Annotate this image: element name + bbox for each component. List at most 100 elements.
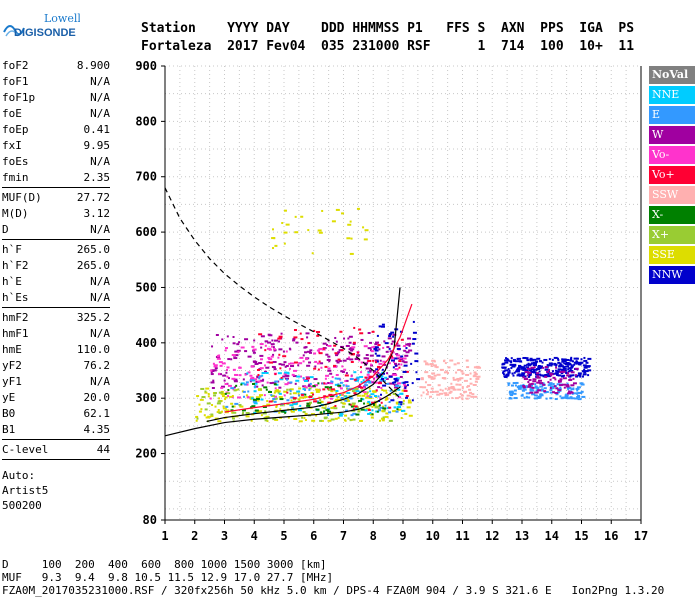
echo-mark xyxy=(224,392,227,395)
echo-mark xyxy=(402,409,406,412)
echo-mark xyxy=(402,383,406,386)
echo-mark xyxy=(366,357,369,360)
echo-mark xyxy=(300,338,304,341)
echo-mark xyxy=(369,395,373,398)
echo-mark xyxy=(510,357,513,360)
echo-mark xyxy=(255,396,260,399)
echo-mark xyxy=(398,408,402,411)
echo-mark xyxy=(435,366,439,369)
echo-mark xyxy=(205,387,210,390)
echo-mark xyxy=(368,387,371,390)
echo-mark xyxy=(269,382,273,385)
echo-mark xyxy=(540,394,544,397)
echo-mark xyxy=(353,392,357,395)
echo-mark xyxy=(331,220,336,223)
echo-mark xyxy=(423,360,427,363)
series-line xyxy=(164,187,401,399)
echo-mark xyxy=(547,364,551,367)
echo-mark xyxy=(559,370,563,373)
echo-mark xyxy=(567,392,572,395)
echo-mark xyxy=(374,349,379,352)
echo-mark xyxy=(385,391,388,394)
echo-mark xyxy=(242,390,246,393)
echo-mark xyxy=(533,369,536,372)
echo-mark xyxy=(534,362,537,365)
echo-mark xyxy=(381,368,384,371)
echo-mark xyxy=(570,366,574,369)
echo-mark xyxy=(291,373,295,376)
echo-mark xyxy=(352,418,356,421)
echo-mark xyxy=(404,381,409,384)
echo-mark xyxy=(550,364,553,367)
echo-mark xyxy=(348,335,353,338)
echo-mark xyxy=(383,340,386,343)
echo-mark xyxy=(432,364,437,367)
echo-mark xyxy=(381,378,385,381)
echo-mark xyxy=(327,413,330,416)
echo-mark xyxy=(231,417,235,420)
echo-mark xyxy=(522,376,525,379)
echo-mark xyxy=(371,409,374,412)
echo-mark xyxy=(279,367,282,370)
echo-mark xyxy=(260,346,263,349)
echo-mark xyxy=(250,419,253,422)
echo-mark xyxy=(360,389,364,392)
echo-mark xyxy=(200,408,203,411)
echo-mark xyxy=(543,358,548,361)
echo-mark xyxy=(358,399,363,402)
echo-mark xyxy=(439,392,444,395)
echo-mark xyxy=(335,359,339,362)
echo-mark xyxy=(282,350,285,353)
echo-mark xyxy=(250,406,253,409)
echo-mark xyxy=(502,373,505,376)
echo-mark xyxy=(304,418,307,421)
echo-mark xyxy=(535,394,538,397)
echo-mark xyxy=(545,374,549,377)
echo-mark xyxy=(290,362,295,365)
echo-mark xyxy=(364,362,368,365)
y-tick-label: 80 xyxy=(143,513,157,527)
echo-mark xyxy=(427,384,432,387)
param-label: C-level xyxy=(2,443,49,456)
echo-mark xyxy=(397,406,402,409)
echo-mark xyxy=(570,365,573,368)
echo-mark xyxy=(391,374,394,377)
echo-mark xyxy=(305,332,310,335)
echo-mark xyxy=(253,411,257,414)
echo-mark xyxy=(373,345,376,348)
echo-mark xyxy=(244,350,248,353)
x-tick-label: 10 xyxy=(426,529,440,543)
echo-mark xyxy=(504,361,509,364)
param-row: foEp 0.41 xyxy=(2,122,110,138)
echo-mark xyxy=(398,360,402,363)
echo-mark xyxy=(517,387,522,390)
echo-mark xyxy=(327,367,331,370)
echo-mark xyxy=(563,386,566,389)
echo-mark xyxy=(534,383,537,386)
echo-mark xyxy=(425,389,428,392)
echo-mark xyxy=(210,371,213,374)
echo-mark xyxy=(379,397,382,400)
echo-mark xyxy=(323,395,327,398)
echo-mark xyxy=(543,390,547,393)
echo-mark xyxy=(302,411,306,414)
echo-mark xyxy=(508,369,511,372)
echo-mark xyxy=(313,378,318,381)
echo-mark xyxy=(522,387,526,390)
echo-mark xyxy=(525,369,529,372)
echo-mark xyxy=(263,394,266,397)
echo-mark xyxy=(258,362,263,365)
echo-mark xyxy=(334,383,339,386)
echo-mark xyxy=(576,389,579,392)
x-tick-label: 2 xyxy=(191,529,198,543)
param-label: foEs xyxy=(2,155,29,168)
echo-mark xyxy=(221,393,224,396)
echo-mark xyxy=(544,368,549,371)
signal-wave-icon xyxy=(3,25,25,37)
echo-mark xyxy=(528,383,532,386)
echo-mark xyxy=(302,388,306,391)
param-row: foF2 8.900 xyxy=(2,58,110,74)
echo-mark xyxy=(203,414,206,417)
echo-mark xyxy=(266,403,271,406)
echo-mark xyxy=(535,373,539,376)
